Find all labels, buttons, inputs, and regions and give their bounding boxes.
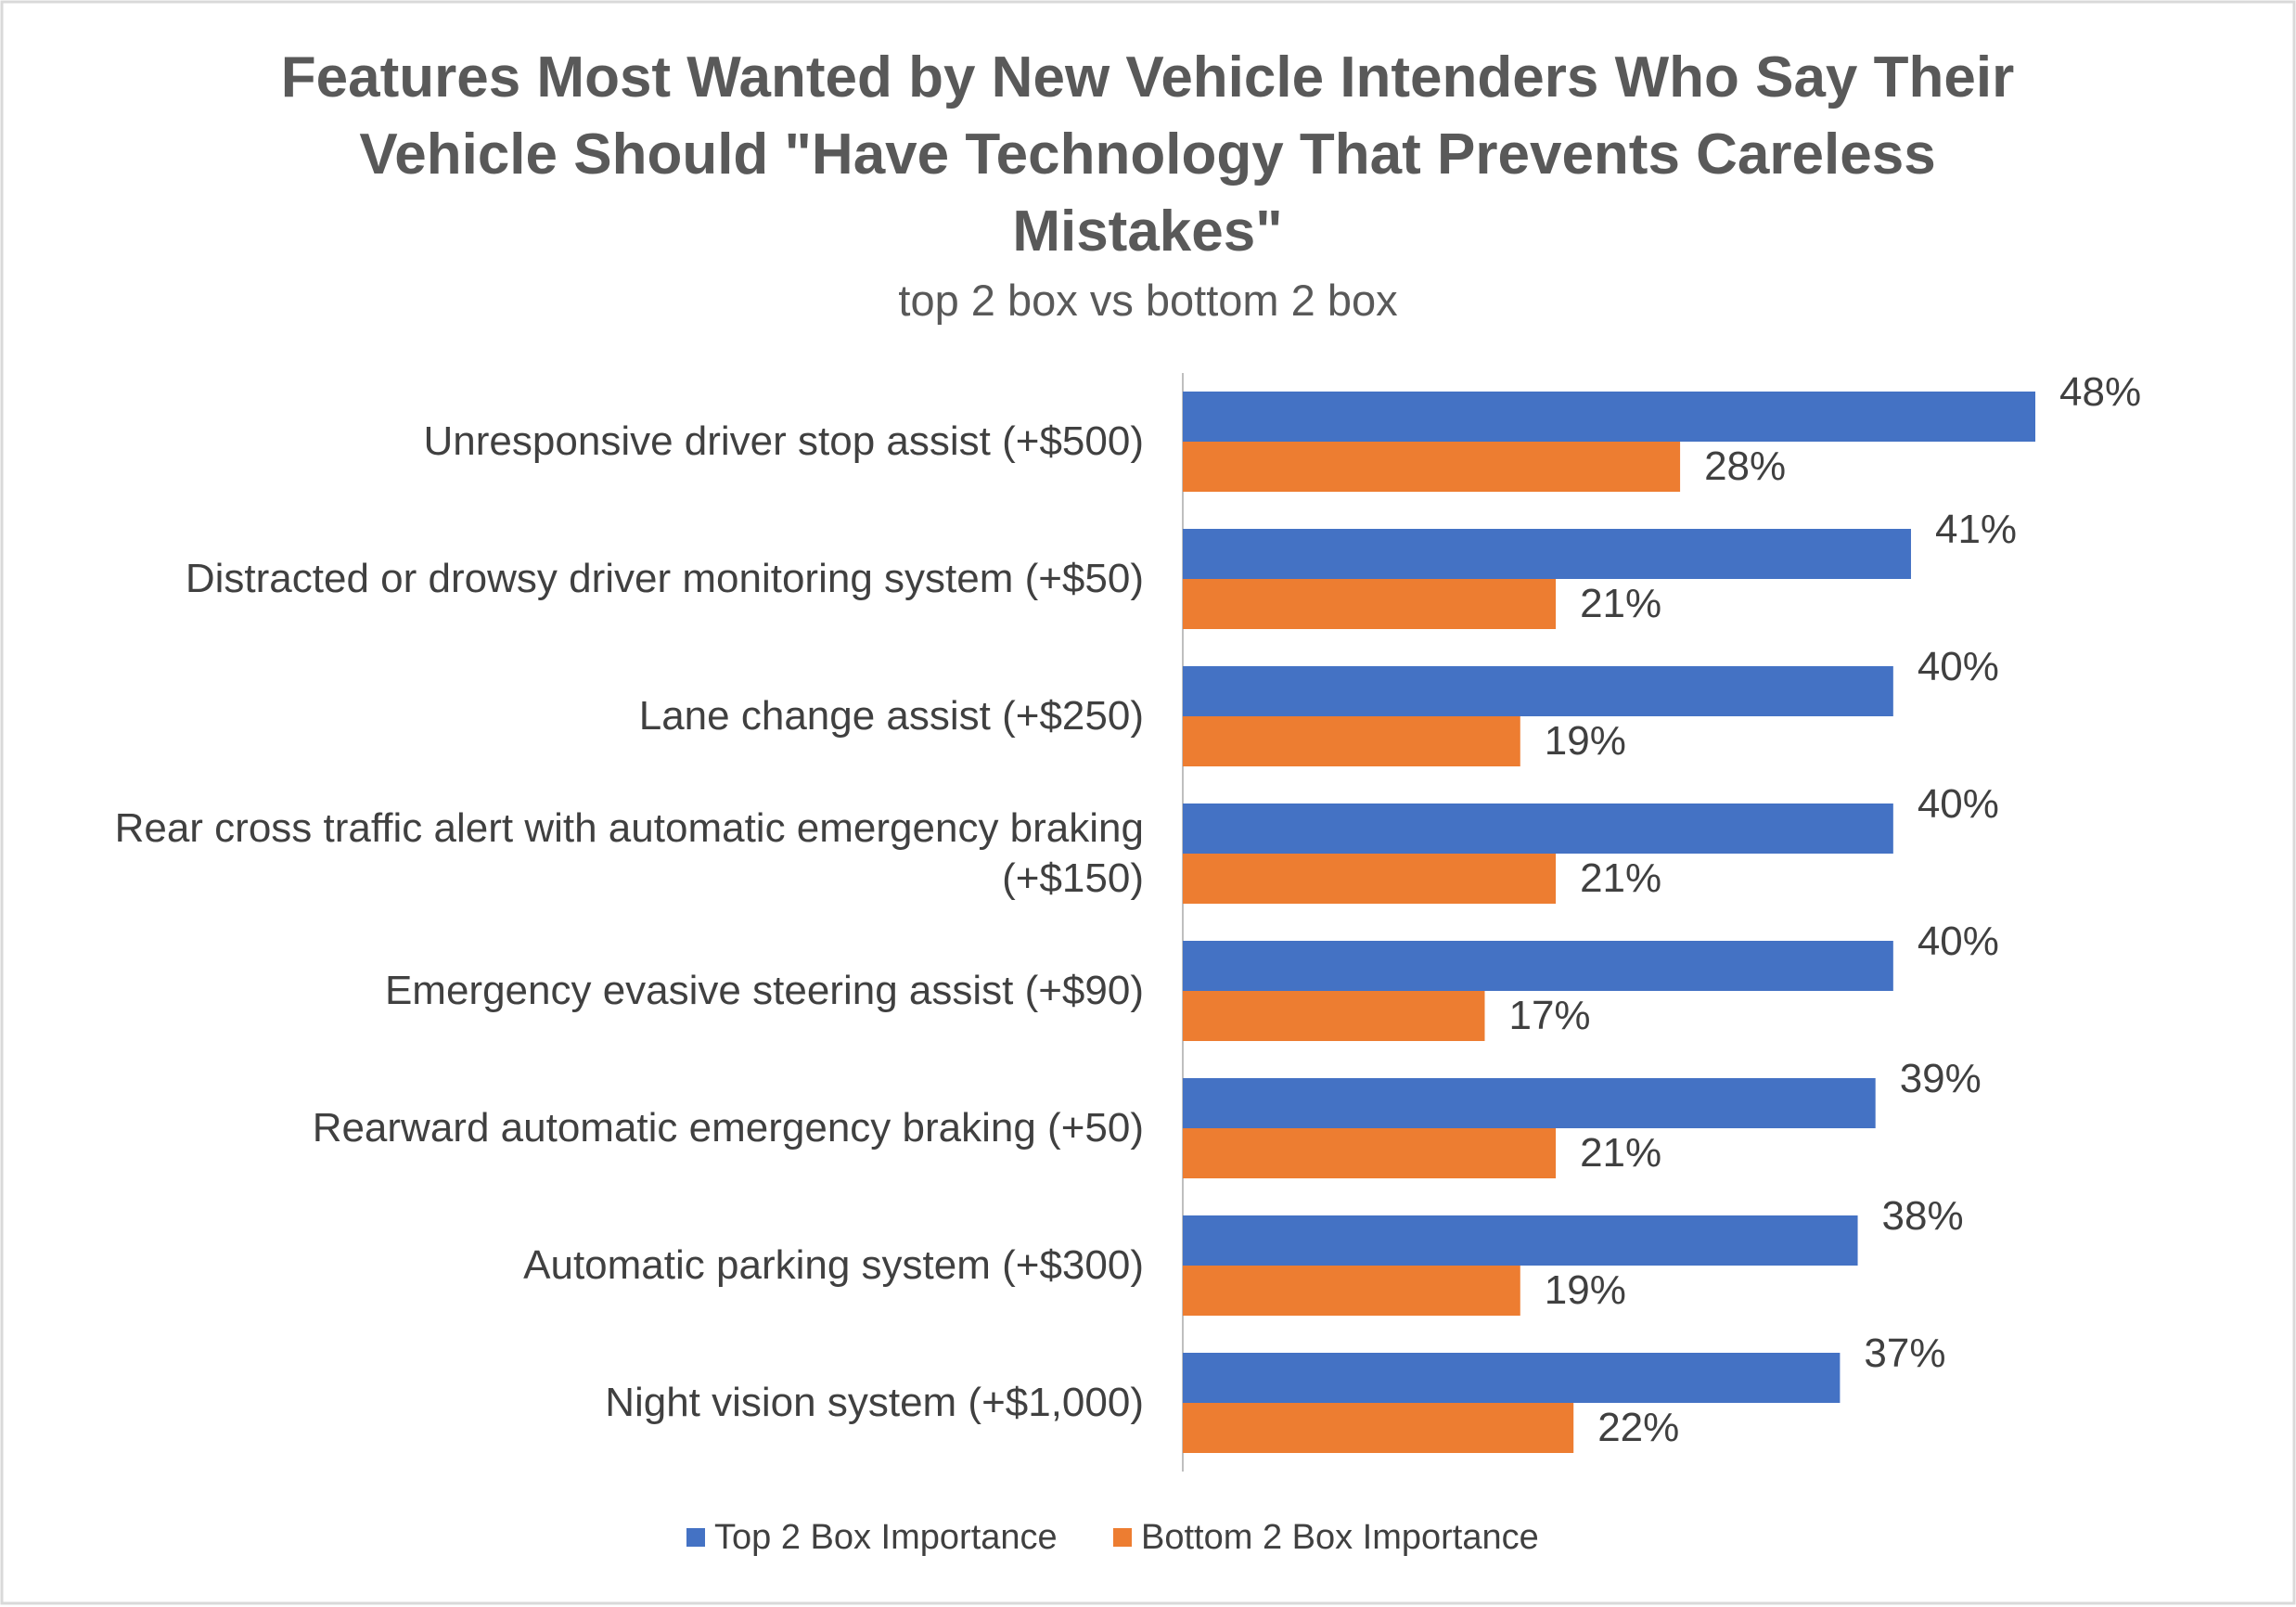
category-label: Distracted or drowsy driver monitoring s… bbox=[185, 556, 1144, 601]
bar bbox=[1183, 854, 1557, 904]
legend-swatch bbox=[1113, 1528, 1132, 1547]
legend-swatch bbox=[686, 1528, 705, 1547]
category-label: Unresponsive driver stop assist (+$500) bbox=[423, 418, 1144, 464]
bar bbox=[1183, 941, 1893, 991]
value-label: 22% bbox=[1597, 1405, 1680, 1450]
legend-label: Bottom 2 Box Importance bbox=[1141, 1518, 1539, 1557]
value-label: 40% bbox=[1917, 781, 1999, 827]
value-label: 39% bbox=[1899, 1056, 1982, 1101]
value-label: 38% bbox=[1881, 1193, 1964, 1239]
value-label: 21% bbox=[1580, 855, 1662, 901]
bar bbox=[1183, 442, 1681, 492]
bar bbox=[1183, 1215, 1858, 1266]
bar bbox=[1183, 1353, 1841, 1403]
category-label: Rearward automatic emergency braking (+5… bbox=[312, 1105, 1144, 1151]
value-label: 48% bbox=[2059, 369, 2142, 415]
bar bbox=[1183, 991, 1485, 1041]
bar bbox=[1183, 804, 1893, 854]
category-label: Rear cross traffic alert with automatic … bbox=[114, 805, 1144, 901]
value-label: 37% bbox=[1864, 1331, 1946, 1376]
value-label: 40% bbox=[1917, 919, 1999, 964]
value-label: 19% bbox=[1544, 1267, 1626, 1313]
category-label: Emergency evasive steering assist (+$90) bbox=[384, 968, 1144, 1013]
bar bbox=[1183, 579, 1557, 629]
bar bbox=[1183, 1078, 1876, 1128]
bar bbox=[1183, 392, 2035, 442]
category-label: Automatic parking system (+$300) bbox=[523, 1242, 1144, 1288]
value-label: 41% bbox=[1934, 507, 2018, 552]
value-label: 21% bbox=[1580, 581, 1662, 626]
legend-label: Top 2 Box Importance bbox=[714, 1518, 1058, 1557]
bar bbox=[1183, 666, 1893, 716]
value-label: 17% bbox=[1508, 993, 1591, 1038]
bar bbox=[1183, 529, 1911, 579]
bar bbox=[1183, 1266, 1520, 1316]
value-label: 28% bbox=[1704, 444, 1787, 489]
chart-title: Features Most Wanted by New Vehicle Inte… bbox=[280, 45, 2015, 264]
value-label: 19% bbox=[1544, 718, 1626, 764]
value-label: 40% bbox=[1917, 644, 1999, 689]
bar bbox=[1183, 1403, 1574, 1453]
chart-subtitle: top 2 box vs bottom 2 box bbox=[898, 276, 1398, 325]
value-label: 21% bbox=[1580, 1130, 1662, 1176]
bar bbox=[1183, 716, 1520, 766]
category-label: Lane change assist (+$250) bbox=[638, 693, 1144, 739]
bar bbox=[1183, 1128, 1557, 1178]
category-label: Night vision system (+$1,000) bbox=[605, 1380, 1144, 1425]
